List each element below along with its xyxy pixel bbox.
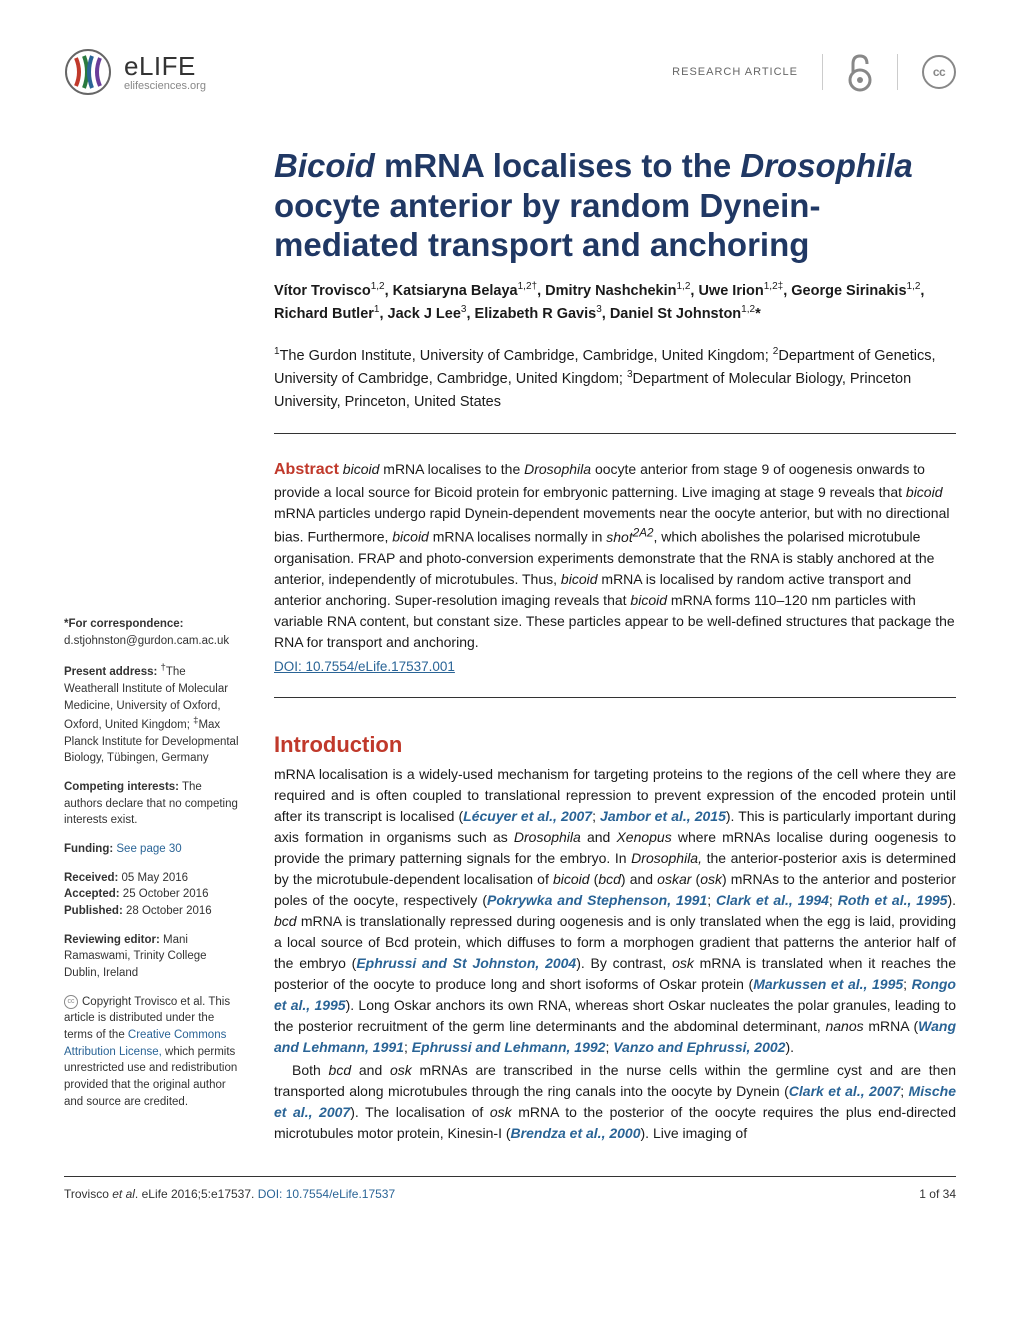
editor-label: Reviewing editor: [64, 934, 160, 946]
abstract-text: bicoid mRNA localises to the Drosophila … [274, 461, 955, 650]
article-title: Bicoid mRNA localises to the Drosophila … [274, 146, 956, 265]
received-label: Received: [64, 872, 118, 884]
correspondence-email[interactable]: d.stjohnston@gurdon.cam.ac.uk [64, 635, 229, 647]
article-type-label: RESEARCH ARTICLE [672, 66, 798, 78]
page-footer: Trovisco et al. eLife 2016;5:e17537. DOI… [64, 1176, 956, 1201]
abstract-doi-link[interactable]: DOI: 10.7554/eLife.17537.001 [274, 657, 956, 677]
cc-license-icon: cc [922, 55, 956, 89]
present-address-text: †The Weatherall Institute of Molecular M… [64, 666, 239, 764]
intro-para-1: mRNA localisation is a widely-used mecha… [274, 764, 956, 1058]
journal-url[interactable]: elifesciences.org [124, 81, 206, 92]
header-divider [897, 54, 898, 90]
accepted-date: 25 October 2016 [120, 888, 209, 900]
present-address-label: Present address: [64, 666, 157, 678]
correspondence-label: *For correspondence: [64, 618, 184, 630]
received-date: 05 May 2016 [118, 872, 188, 884]
competing-label: Competing interests: [64, 781, 179, 793]
cc-small-icon: cc [64, 995, 78, 1009]
author-list: Vítor Trovisco1,2, Katsiaryna Belaya1,2†… [274, 279, 956, 326]
published-date: 28 October 2016 [123, 905, 212, 917]
accepted-label: Accepted: [64, 888, 120, 900]
article-sidebar: *For correspondence: d.stjohnston@gurdon… [64, 146, 242, 1146]
copyright-block: ccCopyright Trovisco et al. This article… [64, 994, 242, 1111]
page-header: eLIFE elifesciences.org RESEARCH ARTICLE… [64, 48, 956, 96]
elife-logo-icon [64, 48, 112, 96]
page-number: 1 of 34 [919, 1187, 956, 1201]
header-divider [822, 54, 823, 90]
footer-doi-link[interactable]: DOI: 10.7554/eLife.17537 [258, 1187, 395, 1201]
article-main: Bicoid mRNA localises to the Drosophila … [274, 146, 956, 1146]
footer-citation: Trovisco et al. eLife 2016;5:e17537. DOI… [64, 1187, 395, 1201]
section-divider [274, 697, 956, 698]
intro-para-2: Both bcd and osk mRNAs are transcribed i… [274, 1060, 956, 1144]
abstract: Abstract bicoid mRNA localises to the Dr… [274, 458, 956, 677]
funding-label: Funding: [64, 843, 113, 855]
open-access-icon [847, 52, 873, 92]
abstract-label: Abstract [274, 461, 339, 478]
journal-brand: eLIFE elifesciences.org [64, 48, 206, 96]
journal-name: eLIFE [124, 53, 206, 79]
affiliations: 1The Gurdon Institute, University of Cam… [274, 344, 956, 413]
funding-link[interactable]: See page 30 [116, 843, 181, 855]
published-label: Published: [64, 905, 123, 917]
section-divider [274, 433, 956, 434]
intro-body: mRNA localisation is a widely-used mecha… [274, 764, 956, 1144]
intro-heading: Introduction [274, 732, 956, 758]
